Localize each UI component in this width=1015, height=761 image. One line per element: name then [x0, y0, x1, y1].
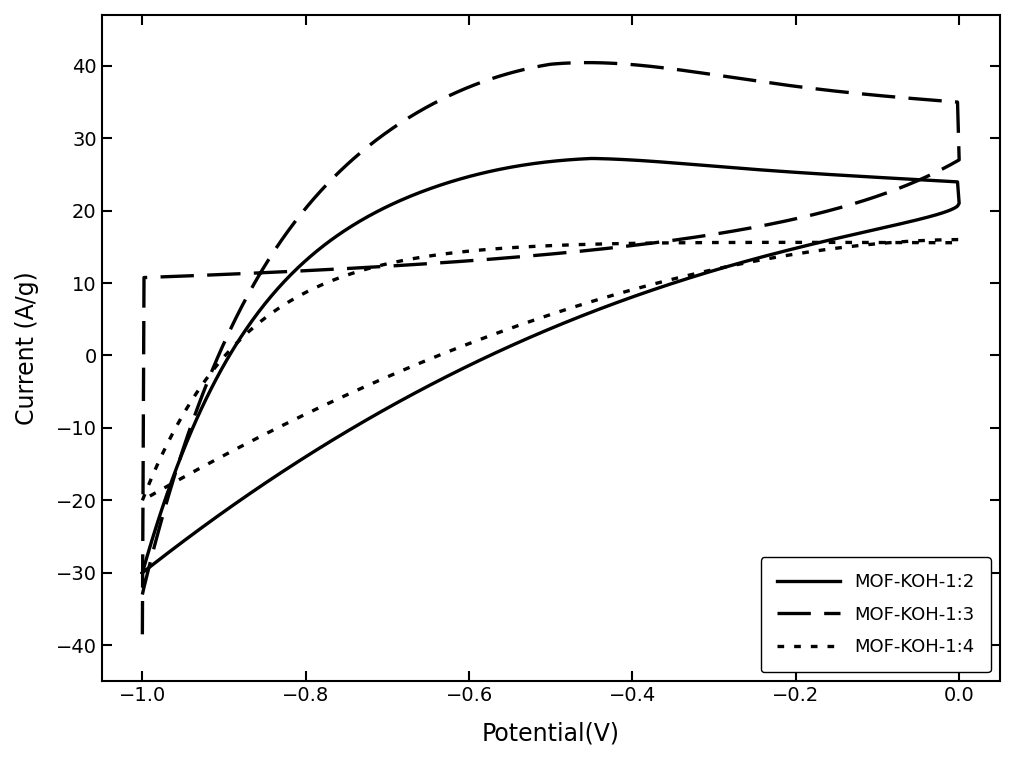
Legend: MOF-KOH-1:2, MOF-KOH-1:3, MOF-KOH-1:4: MOF-KOH-1:2, MOF-KOH-1:3, MOF-KOH-1:4: [760, 557, 991, 673]
Y-axis label: Current (A/g): Current (A/g): [15, 272, 39, 425]
X-axis label: Potential(V): Potential(V): [482, 722, 620, 746]
